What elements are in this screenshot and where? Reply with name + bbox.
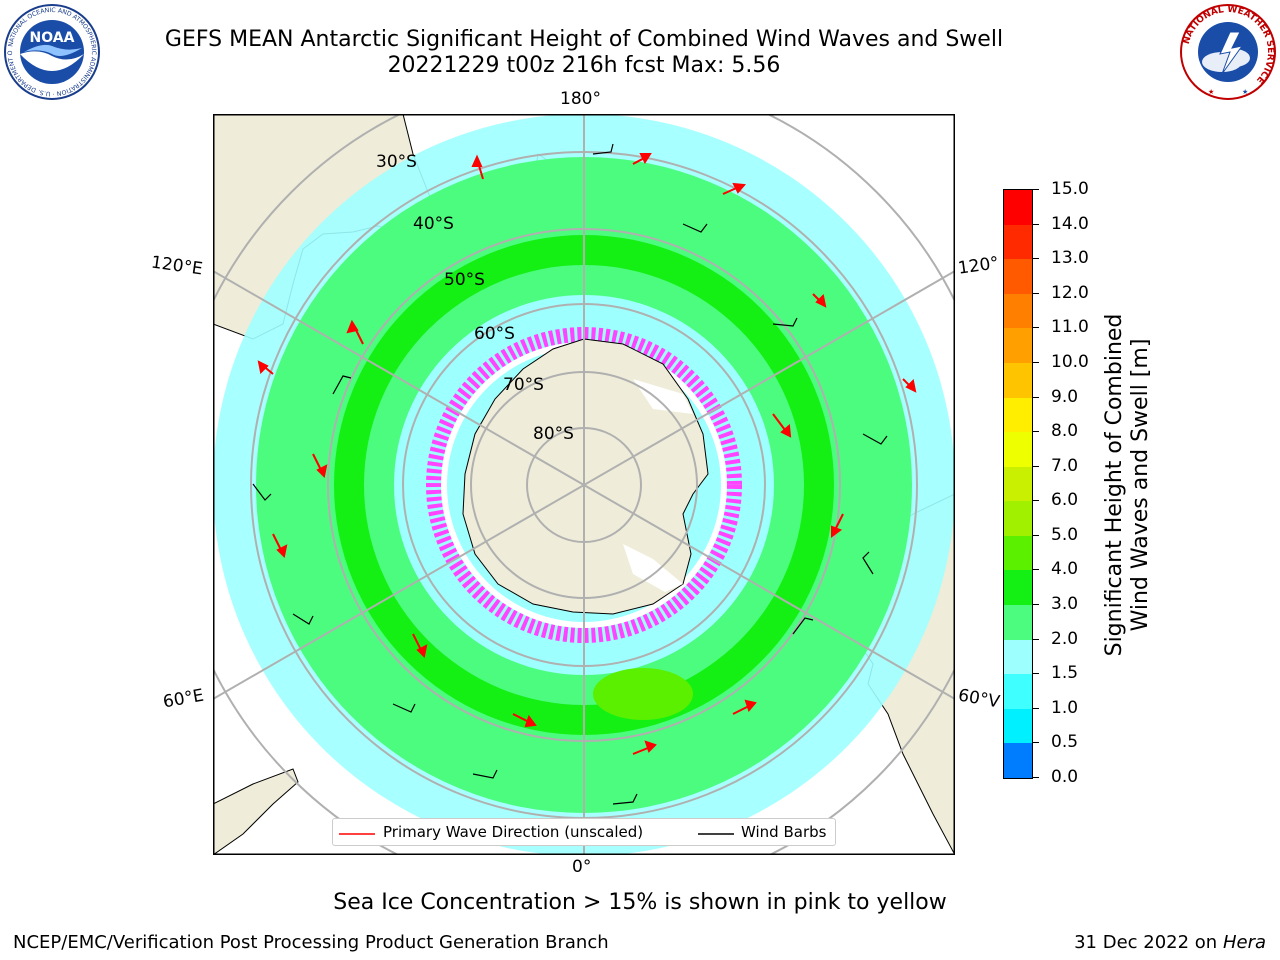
- colorbar-band: [1004, 432, 1032, 468]
- colorbar-band: [1004, 259, 1032, 295]
- wave-max-spot: [593, 668, 693, 720]
- sea-ice-ring: [426, 327, 742, 643]
- colorbar-tick-label: 5.0: [1051, 524, 1079, 545]
- wind-barbs: [252, 143, 888, 805]
- colorbar-band: [1004, 535, 1032, 571]
- colorbar-band: [1004, 293, 1032, 329]
- colorbar-band: [1004, 190, 1032, 226]
- colorbar-tick-label: 4.0: [1051, 559, 1079, 580]
- land-africa: [213, 768, 299, 855]
- colorbar-tick-mark: [1033, 189, 1039, 190]
- chart-subtitle: 20221229 t00z 216h fcst Max: 5.56: [387, 53, 781, 78]
- lon-label-120w: 120°: [956, 253, 1001, 279]
- colorbar-tick-label: 14.0: [1051, 213, 1089, 234]
- lat-label-40s: 40°S: [413, 214, 454, 234]
- colorbar-tick-label: 8.0: [1051, 421, 1079, 442]
- colorbar-tick-mark: [1033, 292, 1039, 294]
- lat-label-80s: 80°S: [533, 424, 574, 444]
- land-antarctica: [462, 338, 709, 615]
- sea-ice-note: Sea Ice Concentration > 15% is shown in …: [333, 890, 947, 915]
- colorbar-band: [1004, 570, 1032, 606]
- colorbar-tick-label: 3.0: [1051, 594, 1079, 615]
- lat-label-60s: 60°S: [474, 324, 515, 344]
- colorbar-tick-mark: [1033, 707, 1039, 709]
- colorbar-title-line1: Significant Height of Combined: [1102, 313, 1127, 657]
- colorbar-band: [1004, 743, 1032, 779]
- lat-label-30s: 30°S: [376, 152, 417, 172]
- colorbar: [1003, 189, 1033, 779]
- colorbar-tick-label: 9.0: [1051, 386, 1079, 407]
- colorbar-band: [1004, 501, 1032, 537]
- colorbar-tick-label: 11.0: [1051, 317, 1089, 338]
- footer-date: 31 Dec 2022 on: [1074, 932, 1218, 953]
- colorbar-band: [1004, 674, 1032, 710]
- colorbar-tick-mark: [1033, 361, 1039, 363]
- colorbar-tick-label: 1.5: [1051, 663, 1079, 684]
- lon-label-0: 0°: [572, 857, 592, 877]
- footer-left: NCEP/EMC/Verification Post Processing Pr…: [13, 932, 609, 953]
- footer-right: 31 Dec 2022 on Hera: [1074, 932, 1266, 953]
- colorbar-band: [1004, 708, 1032, 744]
- lon-label-60e: 60°E: [161, 685, 206, 713]
- wind-barb-swatch: [698, 833, 734, 835]
- colorbar-tick-mark: [1033, 638, 1039, 640]
- lon-label-60w: 60°V: [956, 685, 1002, 713]
- colorbar-tick-label: 10.0: [1051, 351, 1089, 372]
- colorbar-tick-mark: [1033, 673, 1039, 675]
- colorbar-tick-mark: [1033, 258, 1039, 260]
- legend-wave-label: Primary Wave Direction (unscaled): [383, 823, 644, 841]
- footer-machine: Hera: [1222, 932, 1266, 953]
- svg-text:★: ★: [1208, 88, 1214, 96]
- colorbar-tick-mark: [1033, 431, 1039, 433]
- colorbar-tick-mark: [1033, 534, 1039, 536]
- colorbar-title: Significant Height of Combined Wind Wave…: [1102, 314, 1154, 657]
- colorbar-tick-label: 6.0: [1051, 490, 1079, 511]
- polar-map: [213, 114, 955, 855]
- wave-arrows: [257, 153, 917, 755]
- colorbar-tick-mark: [1033, 742, 1039, 744]
- colorbar-tick-label: 0.5: [1051, 732, 1079, 753]
- colorbar-band: [1004, 639, 1032, 675]
- svg-text:NOAA: NOAA: [30, 30, 75, 46]
- lat-label-50s: 50°S: [444, 270, 485, 290]
- colorbar-band: [1004, 605, 1032, 641]
- colorbar-tick-mark: [1033, 604, 1039, 606]
- colorbar-tick-label: 13.0: [1051, 248, 1089, 269]
- noaa-logo: NATIONAL OCEANIC AND ATMOSPHERIC ADMINIS…: [2, 2, 100, 100]
- colorbar-tick-label: 12.0: [1051, 282, 1089, 303]
- colorbar-band: [1004, 224, 1032, 260]
- colorbar-tick-mark: [1033, 396, 1039, 398]
- colorbar-tick-mark: [1033, 465, 1039, 467]
- colorbar-tick-mark: [1033, 500, 1039, 502]
- colorbar-title-line2: Wind Waves and Swell [m]: [1128, 338, 1153, 632]
- svg-text:★: ★: [1242, 88, 1248, 96]
- colorbar-band: [1004, 466, 1032, 502]
- colorbar-tick-mark: [1033, 777, 1039, 778]
- nws-logo: NATIONAL WEATHER SERVICE ★ ★: [1180, 4, 1276, 100]
- colorbar-tick-label: 15.0: [1051, 179, 1089, 199]
- colorbar-tick-mark: [1033, 569, 1039, 571]
- colorbar-band: [1004, 328, 1032, 364]
- colorbar-band: [1004, 397, 1032, 433]
- colorbar-tick-mark: [1033, 327, 1039, 329]
- colorbar-tick-label: 1.0: [1051, 697, 1079, 718]
- colorbar-tick-label: 7.0: [1051, 455, 1079, 476]
- lon-label-120e: 120°E: [149, 252, 204, 280]
- lat-label-70s: 70°S: [503, 375, 544, 395]
- colorbar-band: [1004, 362, 1032, 399]
- lon-label-180: 180°: [560, 89, 601, 109]
- legend-barb-label: Wind Barbs: [741, 823, 827, 841]
- meridian-lines: [213, 114, 955, 855]
- colorbar-tick-label: 0.0: [1051, 767, 1079, 787]
- wave-direction-swatch: [339, 833, 375, 835]
- colorbar-ticks: 15.0 14.0 13.0 12.0 11.0 10.0 9.0 8.0 7.0 6.0 5.0 4…: [1033, 179, 1113, 787]
- colorbar-tick-label: 2.0: [1051, 628, 1079, 649]
- map-legend: Primary Wave Direction (unscaled) Wind B…: [332, 818, 836, 846]
- chart-title: GEFS MEAN Antarctic Significant Height o…: [164, 27, 1004, 52]
- colorbar-tick-mark: [1033, 223, 1039, 225]
